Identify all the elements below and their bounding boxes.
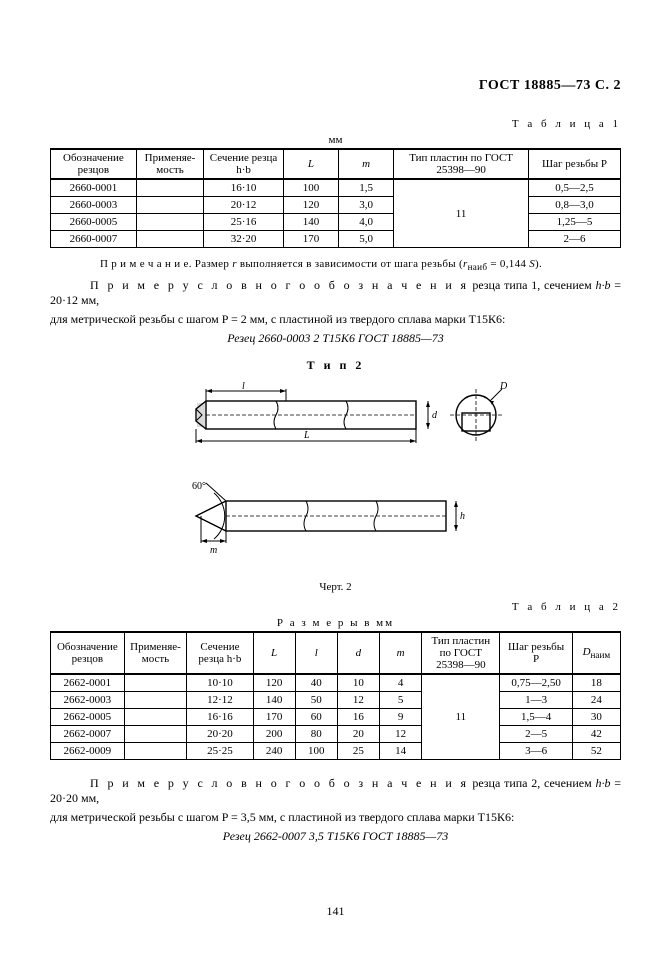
table1-label: Т а б л и ц а 1 — [50, 118, 621, 130]
table2: Обозначение резцов Применяе-мость Сечени… — [50, 631, 621, 760]
t1-col-1: Применяе-мость — [136, 149, 203, 179]
t2-c0: Обозначение резцов — [51, 632, 125, 674]
t1-col-3: L — [283, 149, 338, 179]
svg-text:L: L — [303, 430, 310, 441]
example2-line1: П р и м е р у с л о в н о г о о б о з н … — [50, 776, 621, 806]
table-row: 2662-000516·16170601691,5—430 — [51, 709, 621, 726]
t2-c6: m — [380, 632, 422, 674]
table-row: 2660-000116·101001,5 11 0,5—2,5 — [51, 179, 621, 197]
t2-c4: l — [295, 632, 337, 674]
example2-line2: для метрической резьбы с шагом P = 3,5 м… — [50, 810, 621, 825]
example1-line1: П р и м е р у с л о в н о г о о б о з н … — [50, 278, 621, 308]
svg-text:D: D — [499, 381, 508, 392]
note-1: П р и м е ч а н и е. Размер r выполняетс… — [100, 258, 621, 272]
table-row: 2662-000312·12140501251—324 — [51, 692, 621, 709]
figure-2: l L d D — [50, 381, 621, 593]
t1-col-6: Шаг резьбы P — [529, 149, 621, 179]
t2-c9: Dнаим — [572, 632, 620, 674]
t1-col-4: m — [339, 149, 394, 179]
example2-ref: Резец 2662-0007 3,5 Т15К6 ГОСТ 18885—73 — [50, 829, 621, 844]
table-row: 2660-000525·161404,01,25—5 — [51, 214, 621, 231]
table-row: 2660-000320·121203,00,8—3,0 — [51, 197, 621, 214]
page-number: 141 — [50, 904, 621, 919]
t2-c5: d — [337, 632, 379, 674]
t1-col-0: Обозначение резцов — [51, 149, 137, 179]
t1-col-5: Тип пластин по ГОСТ 25398—90 — [394, 149, 529, 179]
t2-c8: Шаг резьбы P — [500, 632, 572, 674]
t1-plate-type: 11 — [394, 179, 529, 248]
table-row: 2662-000110·1012040104 11 0,75—2,5018 — [51, 674, 621, 692]
svg-text:d: d — [432, 410, 438, 421]
table-row: 2662-000720·202008020122—542 — [51, 726, 621, 743]
table-row: 2662-000925·2524010025143—652 — [51, 743, 621, 760]
t2-c1: Применяе-мость — [124, 632, 187, 674]
svg-text:60°: 60° — [192, 481, 206, 492]
example1-ref: Резец 2660-0003 2 Т15К6 ГОСТ 18885—73 — [50, 331, 621, 346]
t1-col-2: Сечение резца h·b — [204, 149, 284, 179]
example1-line2: для метрической резьбы с шагом P = 2 мм,… — [50, 312, 621, 327]
t2-c3: L — [253, 632, 295, 674]
table1-unit: мм — [50, 134, 621, 146]
type2-title: Т и п 2 — [50, 358, 621, 373]
t2-plate-type: 11 — [422, 674, 500, 760]
t2-c2: Сечение резца h·b — [187, 632, 253, 674]
table1: Обозначение резцов Применяе-мость Сечени… — [50, 148, 621, 248]
table-row: 2660-000732·201705,02—6 — [51, 231, 621, 248]
t2-c7: Тип пластин по ГОСТ 25398—90 — [422, 632, 500, 674]
table2-label: Т а б л и ц а 2 — [50, 601, 621, 613]
table2-unit: Р а з м е р ы в мм — [50, 617, 621, 629]
svg-text:h: h — [460, 511, 465, 522]
svg-text:m: m — [210, 545, 217, 556]
figure2-caption: Черт. 2 — [50, 581, 621, 593]
svg-text:l: l — [242, 381, 245, 392]
page-header: ГОСТ 18885—73 С. 2 — [50, 78, 621, 94]
